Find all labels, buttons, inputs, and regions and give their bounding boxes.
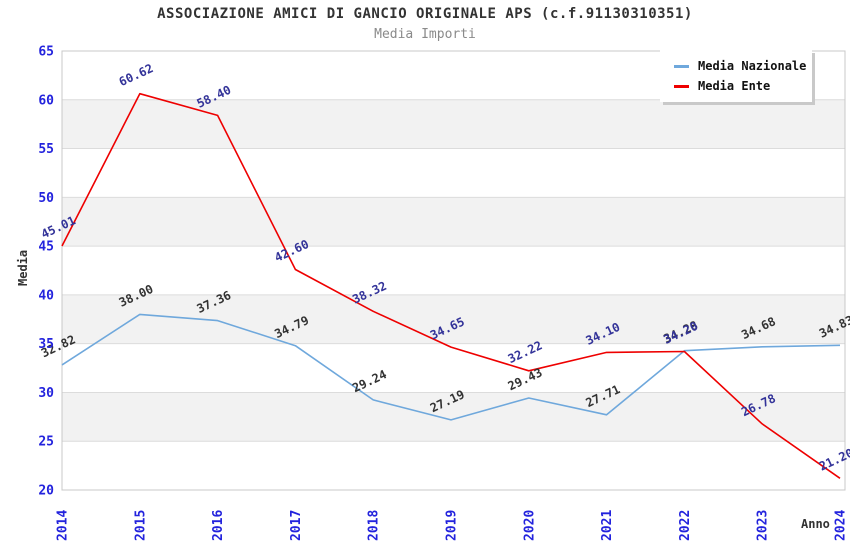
grid-band xyxy=(62,99,845,149)
legend-marker-nazionale-icon xyxy=(674,64,689,68)
point-label: 29.24 xyxy=(350,367,389,395)
y-tick-label: 25 xyxy=(38,435,54,450)
legend-item-media-ente: Media Ente xyxy=(674,79,812,93)
legend-item-media-nazionale: Media Nazionale xyxy=(674,59,812,73)
grid-band xyxy=(62,197,845,247)
point-label: 60.62 xyxy=(117,61,156,89)
x-tick-label: 2020 xyxy=(522,510,537,541)
y-tick-label: 50 xyxy=(38,191,54,206)
x-tick-label: 2014 xyxy=(56,510,71,541)
legend: Media Nazionale Media Ente xyxy=(660,50,812,102)
x-tick-label: 2017 xyxy=(289,510,304,541)
x-tick-label: 2021 xyxy=(600,510,615,541)
x-tick-label: 2015 xyxy=(133,510,148,541)
y-tick-label: 55 xyxy=(38,142,54,157)
y-tick-label: 45 xyxy=(38,240,54,255)
legend-marker-ente-icon xyxy=(674,84,689,88)
legend-label-ente: Media Ente xyxy=(698,79,771,93)
series-line-media-ente xyxy=(61,92,841,479)
y-tick-label: 65 xyxy=(38,45,54,60)
x-tick-label: 2022 xyxy=(678,510,693,541)
x-tick-label: 2023 xyxy=(756,510,771,541)
x-tick-label: 2018 xyxy=(367,510,382,541)
y-axis-title: Media xyxy=(16,249,30,286)
series-line-media-nazionale xyxy=(61,313,841,421)
y-tick-label: 30 xyxy=(38,386,54,401)
chart-subtitle: Media Importi xyxy=(374,27,476,42)
plot-border xyxy=(61,50,846,491)
y-tick-label: 40 xyxy=(38,288,54,303)
x-tick-label: 2024 xyxy=(834,510,849,541)
y-tick-label: 60 xyxy=(38,93,54,108)
x-tick-label: 2016 xyxy=(211,510,226,541)
y-tick-label: 35 xyxy=(38,337,54,352)
grid-band xyxy=(62,392,845,442)
chart-title: ASSOCIAZIONE AMICI DI GANCIO ORIGINALE A… xyxy=(157,6,693,22)
legend-label-nazionale: Media Nazionale xyxy=(698,59,807,73)
x-axis-title: Anno xyxy=(801,517,830,531)
x-tick-label: 2019 xyxy=(445,510,460,541)
y-tick-label: 20 xyxy=(38,484,54,499)
